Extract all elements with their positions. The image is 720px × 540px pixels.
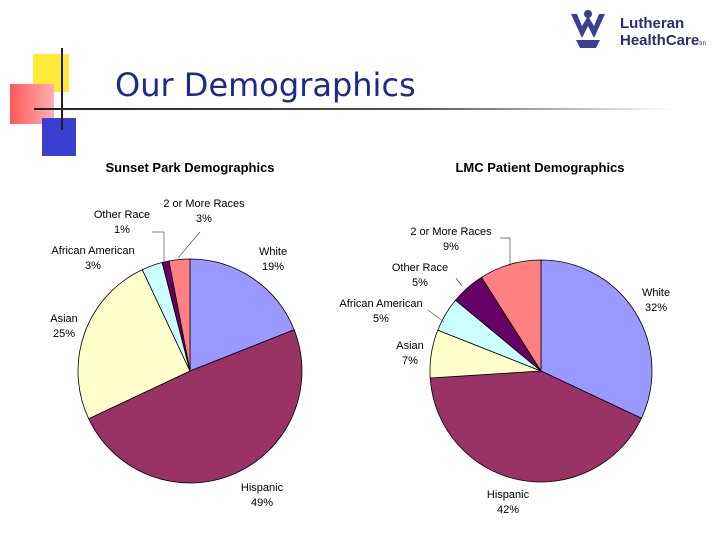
pie-slice-white <box>189 258 295 372</box>
pie-lmc-patient <box>429 259 653 483</box>
slice-label-other-race: Other Race 1% <box>94 209 150 236</box>
slice-label-hispanic: Hispanic 49% <box>241 482 284 509</box>
chart-lmc-patient: LMC Patient Demographics White 32% Hispan… <box>339 160 670 516</box>
page-title: Our Demographics <box>115 66 416 104</box>
slice-label-african-american: African American 3% <box>51 245 134 272</box>
pie-slice-hispanic <box>88 329 303 484</box>
pie-slice-2-or-more-races <box>168 258 191 372</box>
pie-slice-hispanic <box>429 370 642 483</box>
chart-sunset-park: Sunset Park Demographics White 19% Hispan… <box>50 160 303 509</box>
leader-line <box>427 309 445 323</box>
leader-lines <box>427 237 511 323</box>
logo-line1: Lutheran <box>620 15 685 32</box>
leader-line <box>455 277 463 287</box>
decor-vertical-line <box>61 48 63 130</box>
pie-slice-asian <box>77 269 191 420</box>
slice-label-hispanic: Hispanic 42% <box>487 489 530 516</box>
people-figure-icon <box>571 10 605 48</box>
logo-trademark: tm <box>699 41 706 47</box>
chart-title: Sunset Park Demographics <box>105 160 274 175</box>
lutheran-healthcare-logo <box>571 10 605 48</box>
pie-sunset-park <box>77 258 303 484</box>
leader-lines <box>152 231 201 262</box>
decor-square-blue <box>42 118 76 156</box>
slice-label-other-race: Other Race 5% <box>392 262 448 289</box>
slice-label-two-or-more: 2 or More Races 9% <box>410 226 492 253</box>
leader-line <box>500 237 511 266</box>
decor-square-red <box>10 84 54 124</box>
slice-label-two-or-more: 2 or More Races 3% <box>163 198 245 225</box>
slice-label-asian: Asian 25% <box>50 313 78 340</box>
slice-label-asian: Asian 7% <box>396 340 424 367</box>
slice-label-white: White 32% <box>642 287 670 314</box>
slice-label-african-american: African American 5% <box>339 298 422 325</box>
slice-label-white: White 19% <box>259 246 287 273</box>
leader-line <box>177 231 201 259</box>
logo-line2: HealthCare <box>620 32 700 49</box>
title-underline <box>34 108 674 110</box>
logo-wordmark: Lutheran HealthCaretm <box>620 15 706 53</box>
chart-title: LMC Patient Demographics <box>455 160 624 175</box>
pie-slice-white <box>540 259 653 419</box>
leader-line <box>152 231 165 262</box>
